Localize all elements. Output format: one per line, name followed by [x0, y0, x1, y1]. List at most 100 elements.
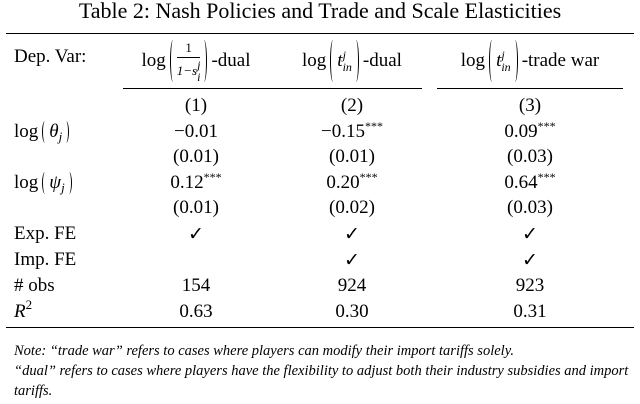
- cell: 924: [272, 273, 432, 299]
- table-note: Note: “trade war” refers to cases where …: [14, 341, 636, 401]
- cell-value: 0.64: [504, 172, 538, 193]
- column-numbers: (1) (2) (3): [0, 93, 640, 119]
- cell: (0.03): [450, 144, 610, 170]
- parenthesis: [489, 40, 495, 82]
- fraction-bar: [176, 56, 201, 58]
- superscript: 2: [25, 297, 33, 312]
- parenthesis: [66, 172, 72, 194]
- cell: 923: [450, 273, 610, 299]
- parenthesis: [63, 121, 70, 143]
- cell-value: (0.01): [329, 146, 375, 167]
- parenthesis: [353, 40, 359, 82]
- cell: ✓: [450, 247, 610, 273]
- table-row: # obs 154 924 923: [0, 273, 640, 299]
- subscript: in: [501, 60, 511, 74]
- row-label: # obs: [14, 273, 55, 299]
- cell-value: 0.63: [179, 301, 213, 322]
- significance-stars: ***: [537, 169, 556, 184]
- log: log: [141, 50, 166, 71]
- cell-value: (0.03): [507, 197, 553, 218]
- bottom-rule: [6, 327, 634, 328]
- column-header: log t j in -trade war: [430, 38, 630, 84]
- denominator: 1−s j i: [177, 59, 201, 83]
- variable: R: [14, 301, 26, 322]
- variable: θ: [49, 121, 59, 142]
- cell-value: ✓: [522, 249, 538, 271]
- column-header: log t j in -dual: [252, 38, 452, 84]
- subscript: i: [197, 69, 201, 84]
- cell: ✓: [450, 221, 610, 247]
- cell-value: (0.03): [507, 146, 553, 167]
- variable: ψ: [49, 172, 62, 193]
- cell: ✓: [272, 247, 432, 273]
- parenthesis: [42, 121, 48, 143]
- cell: −0.15 ***: [272, 119, 432, 145]
- cell-value: 0.20: [326, 172, 360, 193]
- script: j in: [501, 49, 510, 73]
- table-row: (0.01) (0.01) (0.03): [0, 144, 640, 170]
- parenthesis: [512, 40, 518, 82]
- cell: 0.64 ***: [450, 170, 610, 196]
- row-label: log θ j: [14, 119, 73, 145]
- header-underline: [437, 88, 623, 89]
- label-text: Exp. FE: [14, 223, 77, 244]
- cell: 0.20 ***: [272, 170, 432, 196]
- cell-value: (0.01): [173, 146, 219, 167]
- label-text: # obs: [14, 275, 55, 296]
- subscript: j: [61, 180, 65, 195]
- table-row: (0.01) (0.02) (0.03): [0, 195, 640, 221]
- superscript: j: [342, 48, 346, 62]
- cell: (0.01): [116, 195, 276, 221]
- denominator-text: 1−s: [176, 62, 198, 78]
- cell: ✓: [116, 221, 276, 247]
- subscript: in: [342, 60, 352, 74]
- suffix: -dual: [211, 50, 251, 71]
- cell: ✓: [272, 221, 432, 247]
- cell-value: 154: [181, 275, 211, 296]
- cell-value: ✓: [344, 223, 360, 245]
- cell-value: −0.15: [321, 121, 365, 142]
- log: log: [460, 50, 486, 71]
- superscript: j: [197, 57, 201, 72]
- cell-value: −0.01: [174, 121, 218, 142]
- cell-value: 0.30: [335, 301, 369, 322]
- cell-value: ✓: [344, 249, 360, 271]
- significance-stars: ***: [359, 169, 378, 184]
- cell-value: (0.02): [329, 197, 375, 218]
- cell-value: 924: [337, 275, 367, 296]
- header-underline: [123, 88, 422, 89]
- significance-stars: ***: [203, 169, 222, 184]
- parenthesis: [169, 40, 176, 82]
- column-number: (1): [184, 95, 208, 116]
- parenthesis: [42, 172, 48, 194]
- variable: t: [496, 50, 502, 71]
- significance-stars: ***: [364, 118, 383, 133]
- log: log: [14, 121, 39, 142]
- cell: 154: [116, 273, 276, 299]
- table-row: Exp. FE ✓ ✓ ✓: [0, 221, 640, 247]
- script: j in: [343, 49, 352, 73]
- cell-value: ✓: [188, 223, 204, 245]
- cell: (0.03): [450, 195, 610, 221]
- cell: (0.01): [272, 144, 432, 170]
- fraction: 1 1−s j i: [176, 40, 201, 83]
- subscript: j: [58, 129, 63, 144]
- table-title: Table 2: Nash Policies and Trade and Sca…: [78, 0, 562, 23]
- suffix: -dual: [362, 50, 402, 71]
- cell: 0.09 ***: [450, 119, 610, 145]
- table-row: log ψ j 0.12 *** 0.20 *** 0.64 ***: [0, 170, 640, 196]
- cell: 0.63: [116, 299, 276, 325]
- column-number: (2): [340, 95, 364, 116]
- significance-stars: ***: [537, 118, 556, 133]
- cell-value: 0.12: [170, 172, 204, 193]
- parenthesis: [201, 40, 208, 82]
- row-label: Exp. FE: [14, 221, 76, 247]
- cell-value: 0.09: [504, 121, 538, 142]
- cell: 0.30: [272, 299, 432, 325]
- top-rule: [6, 33, 634, 34]
- column-number: (3): [518, 95, 542, 116]
- cell-value: (0.01): [173, 197, 219, 218]
- cell-value: 923: [515, 275, 545, 296]
